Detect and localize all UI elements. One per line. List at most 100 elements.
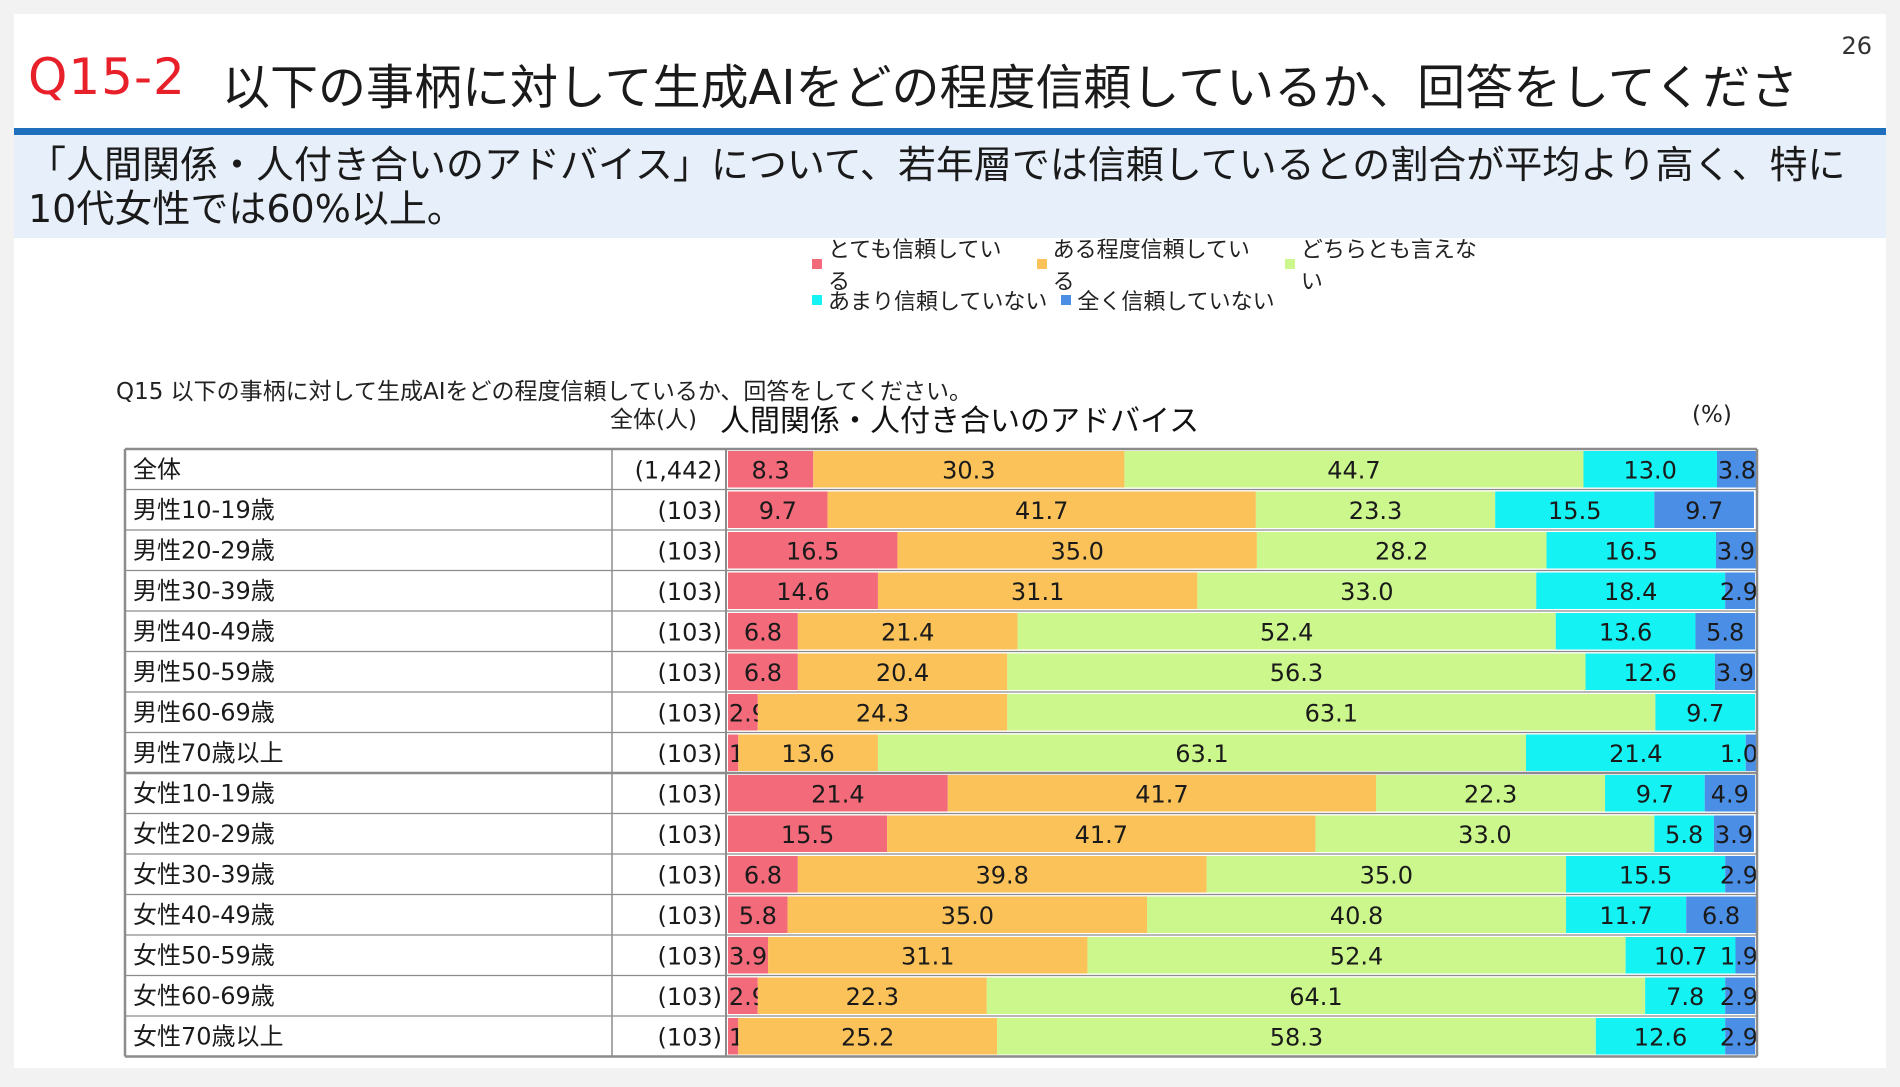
data-label: 8.3 [752, 456, 790, 484]
count-label: (103) [657, 1023, 722, 1051]
data-label: 52.4 [1330, 942, 1383, 970]
data-label: 22.3 [1464, 780, 1517, 808]
count-label: (103) [657, 821, 722, 849]
bar-segment [1546, 532, 1716, 569]
item-label: 人間関係・人付き合いのアドバイス [720, 404, 1200, 439]
bar-segment [728, 572, 878, 609]
title-rule [14, 128, 1886, 135]
data-label: 9.7 [1685, 497, 1723, 525]
category-label: 女性50-59歳 [133, 941, 275, 969]
data-label: 39.8 [975, 861, 1028, 889]
data-label: 25.2 [841, 1023, 894, 1051]
data-label: 3.9 [1715, 821, 1753, 849]
category-label: 男性70歳以上 [133, 739, 284, 767]
data-label: 21.4 [811, 780, 864, 808]
data-label: 21.4 [881, 618, 934, 646]
bar-segment [997, 1018, 1596, 1055]
bar-segment [797, 613, 1018, 650]
data-label: 4.9 [1711, 780, 1749, 808]
bar-segment [1625, 937, 1736, 974]
data-label: 31.1 [901, 942, 954, 970]
data-label: 16.5 [1605, 537, 1658, 565]
data-label: 58.3 [1270, 1023, 1323, 1051]
data-label: 12.6 [1624, 659, 1677, 687]
bar-segment [1376, 775, 1606, 812]
bar-segment [728, 977, 758, 1014]
bar-segment [728, 451, 814, 488]
legend-row-2: あまり信頼していない 全く信頼していない [812, 282, 1512, 318]
bar-segment [1017, 613, 1556, 650]
data-label: 41.7 [1135, 780, 1188, 808]
data-label: 9.7 [759, 497, 797, 525]
page-number: 26 [1841, 32, 1872, 60]
category-label: 男性50-59歳 [133, 658, 275, 686]
data-label: 18.4 [1604, 578, 1657, 606]
legend-label: あまり信頼していない [828, 290, 1048, 315]
bar-segment [728, 734, 739, 771]
summary-text: 「人間関係・人付き合いのアドバイス」について、若年層では信頼しているとの割合が平… [28, 143, 1846, 231]
data-label: 6.8 [744, 618, 782, 646]
bar-segment [797, 856, 1207, 893]
count-label: (103) [657, 942, 722, 970]
bar-segment [1745, 734, 1757, 771]
bar-segment [1686, 896, 1757, 933]
category-label: 女性70歳以上 [133, 1022, 284, 1050]
bar-segment [986, 977, 1646, 1014]
legend-swatch [1284, 259, 1295, 269]
count-label: (103) [657, 618, 722, 646]
bar-segment [728, 532, 898, 569]
bar-segment [757, 694, 1008, 731]
bar-segment [728, 491, 828, 528]
category-label: 女性40-49歳 [133, 901, 275, 929]
bar-segment [1595, 1018, 1726, 1055]
data-label: 41.7 [1075, 821, 1128, 849]
data-label: 23.3 [1349, 497, 1402, 525]
data-label: 5.8 [739, 902, 777, 930]
legend-row-1: とても信頼している ある程度信頼している どちらとも言えない [812, 238, 1512, 295]
bar-segment [1256, 532, 1547, 569]
data-label: 56.3 [1270, 659, 1323, 687]
bar-segment [1713, 815, 1754, 852]
data-label: 14.6 [776, 578, 829, 606]
data-label: 40.8 [1330, 902, 1383, 930]
bar-segment [797, 653, 1008, 690]
data-label: 41.7 [1015, 497, 1068, 525]
bar-segment [1655, 694, 1755, 731]
category-label: 女性60-69歳 [133, 982, 275, 1010]
data-label: 35.0 [1360, 861, 1413, 889]
category-label: 女性20-29歳 [133, 820, 275, 848]
bar-segment [1147, 896, 1567, 933]
data-label: 22.3 [846, 983, 899, 1011]
data-label: 6.8 [744, 659, 782, 687]
summary-band: 「人間関係・人付き合いのアドバイス」について、若年層では信頼しているとの割合が平… [14, 135, 1886, 238]
data-label: 6.8 [1702, 902, 1740, 930]
category-label: 男性30-39歳 [133, 577, 275, 605]
bar-segment [728, 694, 758, 731]
bar-segment [1525, 734, 1746, 771]
bar-segment [728, 896, 788, 933]
bar-segment [1315, 815, 1655, 852]
bar-segment [1495, 491, 1655, 528]
data-label: 2.9 [1720, 861, 1758, 889]
data-label: 16.5 [786, 537, 839, 565]
legend-swatch [812, 259, 822, 269]
count-label: (103) [657, 497, 722, 525]
data-label: 21.4 [1609, 740, 1662, 768]
legend-item-somewhat: ある程度信頼している [1036, 232, 1271, 296]
bar-segment [813, 451, 1125, 488]
data-label: 28.2 [1375, 537, 1428, 565]
data-label: 5.8 [1665, 821, 1703, 849]
data-label: 15.5 [781, 821, 834, 849]
category-label: 女性10-19歳 [133, 779, 275, 807]
count-label: (103) [657, 740, 722, 768]
bar-segment [738, 734, 878, 771]
category-label: 男性20-29歳 [133, 536, 275, 564]
data-label: 1.9 [1720, 942, 1758, 970]
data-label: 63.1 [1175, 740, 1228, 768]
bar-segment [728, 613, 798, 650]
category-label: 男性60-69歳 [133, 698, 275, 726]
data-label: 2.9 [1720, 578, 1758, 606]
bar-segment [768, 937, 1088, 974]
bar-segment [1255, 491, 1496, 528]
